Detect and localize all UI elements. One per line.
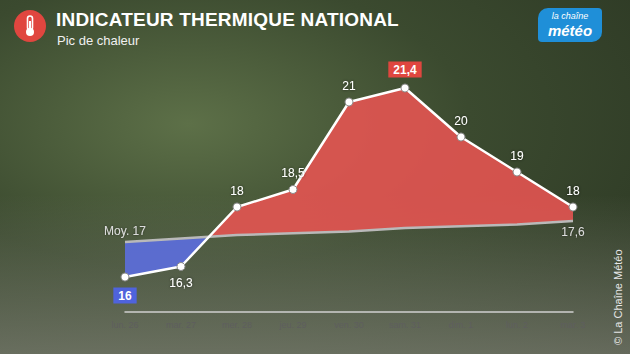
svg-text:mar. 3: mar. 3 — [560, 320, 585, 330]
svg-text:mer. 28: mer. 28 — [222, 320, 252, 330]
svg-text:19: 19 — [510, 149, 524, 163]
svg-text:18,5: 18,5 — [281, 166, 305, 180]
svg-text:17,6: 17,6 — [561, 225, 585, 239]
svg-text:16,3: 16,3 — [169, 276, 193, 290]
svg-text:21,4: 21,4 — [393, 63, 417, 77]
svg-text:21: 21 — [342, 79, 356, 93]
html-text:météo: météo — [547, 22, 593, 39]
html-text:Pic de chaleur: Pic de chaleur — [57, 33, 140, 48]
html-text:© La Chaîne Météo: © La Chaîne Météo — [612, 249, 624, 345]
svg-text:20: 20 — [454, 114, 468, 128]
svg-text:ven. 30: ven. 30 — [334, 320, 364, 330]
svg-text:18: 18 — [230, 184, 244, 198]
svg-text:jeu. 29: jeu. 29 — [278, 320, 306, 330]
svg-text:dim. 1: dim. 1 — [449, 320, 474, 330]
svg-text:lun. 26: lun. 26 — [111, 320, 138, 330]
html-text:INDICATEUR THERMIQUE NATIONAL: INDICATEUR THERMIQUE NATIONAL — [56, 9, 399, 30]
svg-text:mar. 27: mar. 27 — [166, 320, 196, 330]
svg-text:16: 16 — [118, 289, 132, 303]
svg-text:Moy. 17: Moy. 17 — [104, 224, 146, 238]
svg-text:lun. 2: lun. 2 — [506, 320, 528, 330]
svg-text:18: 18 — [566, 184, 580, 198]
svg-text:sam. 31: sam. 31 — [389, 320, 421, 330]
html-text:la chaîne: la chaîne — [551, 11, 589, 21]
